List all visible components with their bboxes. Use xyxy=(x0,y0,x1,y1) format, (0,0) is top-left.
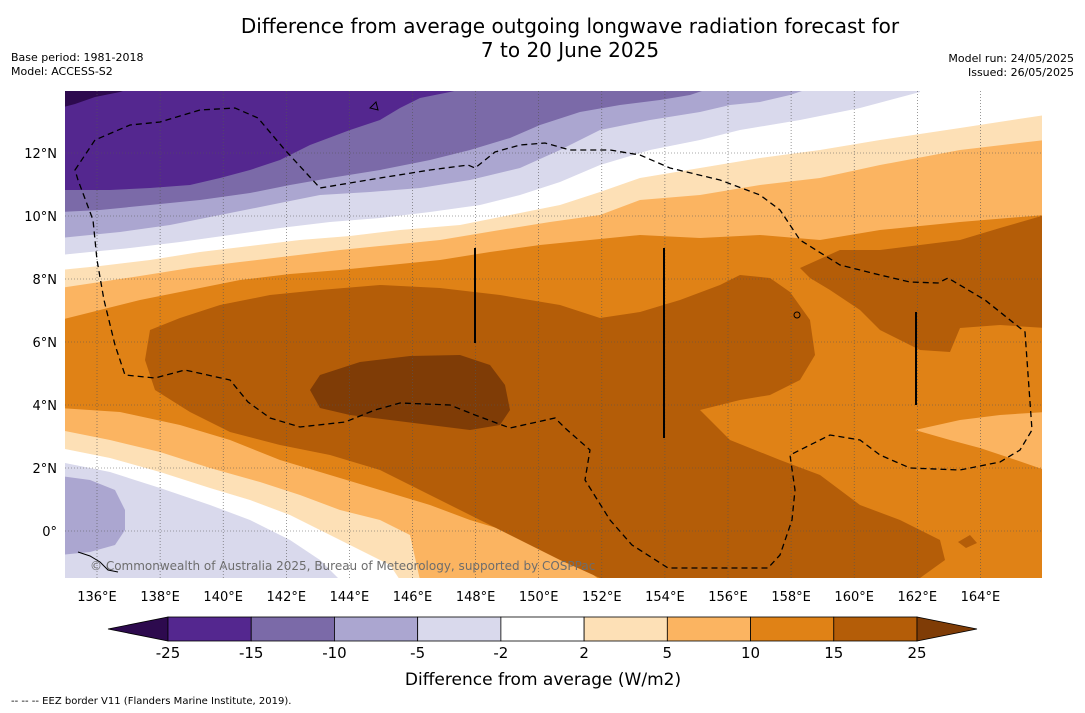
lat-label: 4°N xyxy=(33,399,58,414)
lon-label: 156°E xyxy=(708,590,748,605)
model-name: Model: ACCESS-S2 xyxy=(11,65,113,78)
colorbar-tick-label: -15 xyxy=(239,644,264,662)
lon-label: 144°E xyxy=(330,590,370,605)
title-line-1: Difference from average outgoing longwav… xyxy=(240,14,900,38)
band-15-25 xyxy=(145,275,945,578)
colorbar-tick-label: -25 xyxy=(156,644,181,662)
lat-label: 12°N xyxy=(24,147,57,162)
band-15-25-northeast xyxy=(800,215,1042,352)
lat-label: 0° xyxy=(42,525,57,540)
lon-label: 152°E xyxy=(582,590,622,605)
lon-label: 158°E xyxy=(771,590,811,605)
band-15-25-dot xyxy=(958,535,977,548)
colorbar-tick-label: 5 xyxy=(663,644,673,662)
colorbar-segment xyxy=(666,616,751,642)
base-period: Base period: 1981-2018 xyxy=(11,51,144,64)
colorbar-tick-label: 10 xyxy=(741,644,760,662)
meta-right: Model run: 24/05/2025 Issued: 26/05/2025 xyxy=(948,52,1074,80)
lon-label: 164°E xyxy=(961,590,1001,605)
colorbar-tick-label: 2 xyxy=(579,644,589,662)
band-neg2-neg5-south xyxy=(65,463,338,578)
lat-label: 10°N xyxy=(24,210,57,225)
lon-label: 142°E xyxy=(267,590,307,605)
island-dots xyxy=(77,101,801,573)
lat-label: 2°N xyxy=(33,462,58,477)
anomaly-field xyxy=(65,91,1042,578)
lon-label: 162°E xyxy=(898,590,938,605)
eez-border xyxy=(74,107,1033,569)
model-run: Model run: 24/05/2025 xyxy=(948,52,1074,65)
colorbar-segment xyxy=(417,616,502,642)
longitude-labels: 136°E 138°E 140°E 142°E 144°E 146°E 148°E 150°E… xyxy=(77,590,1000,605)
lon-label: 154°E xyxy=(645,590,685,605)
lon-label: 148°E xyxy=(456,590,496,605)
lat-label: 6°N xyxy=(33,336,58,351)
copyright-notice: © Commonwealth of Australia 2025, Bureau… xyxy=(90,559,595,573)
colorbar-tick-label: -10 xyxy=(322,644,347,662)
lon-label: 138°E xyxy=(140,590,180,605)
colorbar-title: Difference from average (W/m2) xyxy=(405,670,681,690)
lat-label: 8°N xyxy=(33,273,58,288)
lon-label: 146°E xyxy=(393,590,433,605)
band-below-neg25 xyxy=(65,91,123,107)
colorbar-segment xyxy=(750,616,835,642)
lon-label: 150°E xyxy=(519,590,559,605)
lon-label: 140°E xyxy=(203,590,243,605)
title-line-2: 7 to 20 June 2025 xyxy=(480,38,660,62)
band-above-25 xyxy=(310,355,510,430)
band-neg5-neg10-south xyxy=(65,476,125,555)
colorbar xyxy=(107,616,978,642)
colorbar-segment xyxy=(583,616,668,642)
colorbar-tick-label: 25 xyxy=(907,644,926,662)
colorbar-segment xyxy=(500,616,585,642)
band-5-10-southeast xyxy=(915,412,1042,469)
colorbar-labels: -25 -15 -10 -5 -2 2 5 10 15 25 xyxy=(156,644,927,662)
colorbar-segment xyxy=(334,616,419,642)
island-lines xyxy=(474,248,917,438)
colorbar-segment xyxy=(250,616,335,642)
colorbar-tick-label: -2 xyxy=(493,644,508,662)
colorbar-segment xyxy=(833,616,918,642)
meta-left: Base period: 1981-2018 Model: ACCESS-S2 xyxy=(11,51,143,79)
colorbar-segment xyxy=(167,616,252,642)
issued-date: Issued: 26/05/2025 xyxy=(967,66,1074,79)
colorbar-tick-label: -5 xyxy=(410,644,425,662)
band-neg15-neg25-north xyxy=(65,91,455,190)
colorbar-arrow-low xyxy=(107,616,169,642)
latitude-labels: 12°N 10°N 8°N 6°N 4°N 2°N 0° xyxy=(24,147,57,540)
footer-legend: -- -- -- EEZ border V11 (Flanders Marine… xyxy=(11,696,292,707)
colorbar-tick-label: 15 xyxy=(824,644,843,662)
lon-label: 136°E xyxy=(77,590,117,605)
map-title: Difference from average outgoing longwav… xyxy=(0,14,1085,62)
colorbar-arrow-high xyxy=(916,616,978,642)
lon-label: 160°E xyxy=(834,590,874,605)
